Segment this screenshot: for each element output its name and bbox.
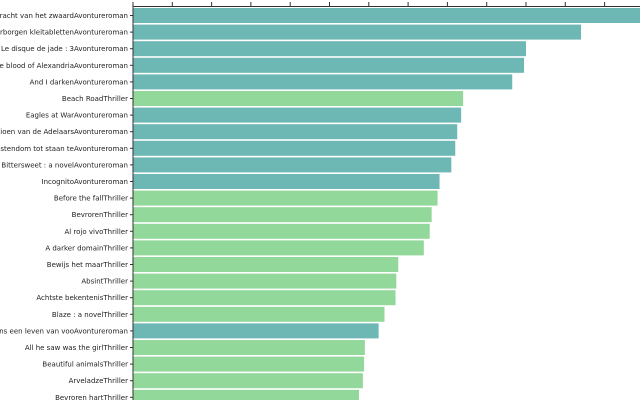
bar bbox=[133, 356, 365, 372]
bar bbox=[133, 223, 430, 239]
bar bbox=[133, 207, 432, 223]
bars-layer bbox=[133, 8, 640, 400]
category-label: Al rojo vivoThriller bbox=[64, 228, 128, 236]
bar bbox=[133, 290, 396, 306]
category-label: Beautiful animalsThriller bbox=[42, 361, 128, 369]
category-label: Christendom tot staan teAvontureroman bbox=[0, 145, 128, 153]
bar bbox=[133, 389, 359, 400]
bar bbox=[133, 157, 452, 173]
bar bbox=[133, 107, 462, 123]
bar bbox=[133, 8, 640, 23]
category-label: And I darkenAvontureroman bbox=[30, 78, 128, 86]
category-label: Voor eens een leven van vooAvontureroman bbox=[0, 327, 128, 335]
category-label: Het verborgen kleitablettenAvontureroman bbox=[0, 29, 128, 37]
category-label: The blood of AlexandriaAvontureroman bbox=[0, 62, 128, 70]
bar bbox=[133, 74, 513, 90]
bar bbox=[133, 57, 525, 73]
category-label: A darker domainThriller bbox=[45, 244, 128, 252]
category-label: Kampioen van de AdelaarsAvontureroman bbox=[0, 128, 128, 136]
category-label: De kracht van het zwaardAvontureroman bbox=[0, 12, 128, 20]
bar bbox=[133, 340, 365, 355]
category-label: ArveladzeThriller bbox=[69, 377, 129, 385]
category-label: Blaze : a novelThriller bbox=[52, 311, 128, 319]
bar bbox=[133, 306, 385, 322]
bar bbox=[133, 240, 424, 256]
category-label: Le disque de jade : 3Avontureroman bbox=[1, 45, 128, 53]
category-label: Eagles at WarAvontureroman bbox=[26, 112, 128, 120]
bar bbox=[133, 41, 526, 57]
bar bbox=[133, 373, 363, 389]
bar bbox=[133, 91, 464, 106]
bar bbox=[133, 257, 399, 272]
category-label: IncognitoAvontureroman bbox=[42, 178, 129, 186]
bar bbox=[133, 124, 458, 140]
bar bbox=[133, 24, 582, 40]
bar bbox=[133, 140, 456, 156]
bar bbox=[133, 174, 440, 189]
category-label: Bittersweet : a novelAvontureroman bbox=[1, 161, 128, 169]
category-label: Bewijs het maarThriller bbox=[47, 261, 128, 269]
x-axis bbox=[130, 2, 640, 400]
category-label: Bevroren hartThriller bbox=[55, 394, 128, 400]
category-label: Achtste bekentenisThriller bbox=[36, 294, 128, 302]
category-label: AbsintThriller bbox=[81, 278, 128, 286]
category-label: All he saw was the girlThriller bbox=[25, 344, 128, 352]
category-label: BevrorenThriller bbox=[72, 211, 128, 219]
bar bbox=[133, 190, 438, 206]
category-label: Before the fallThriller bbox=[54, 195, 128, 203]
category-labels: De kracht van het zwaardAvontureroman Het… bbox=[0, 12, 128, 400]
bar bbox=[133, 323, 379, 339]
bar bbox=[133, 273, 397, 289]
category-label: Beach RoadThriller bbox=[62, 95, 128, 103]
